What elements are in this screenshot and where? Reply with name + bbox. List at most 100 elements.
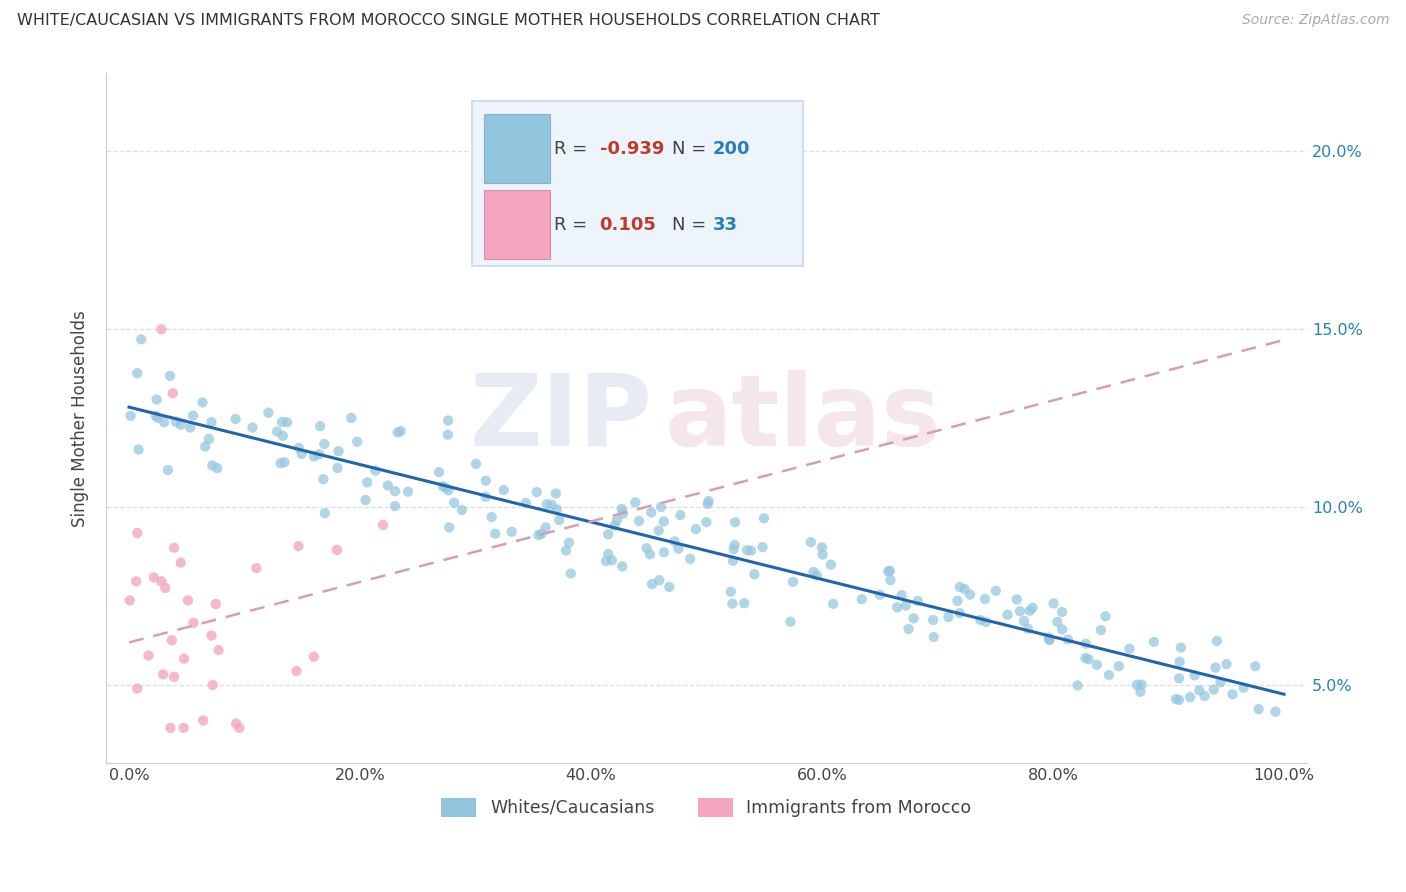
Text: Source: ZipAtlas.com: Source: ZipAtlas.com xyxy=(1241,13,1389,28)
Point xyxy=(127,366,149,380)
Point xyxy=(1038,633,1060,648)
Point xyxy=(302,450,325,464)
Point xyxy=(1018,604,1040,618)
Point xyxy=(877,565,900,579)
Point xyxy=(152,667,174,681)
Point xyxy=(1202,682,1225,697)
Point xyxy=(127,525,149,540)
Point xyxy=(198,432,221,446)
Point xyxy=(150,574,173,589)
Point xyxy=(664,534,686,549)
Point xyxy=(652,515,675,529)
Point xyxy=(953,582,976,596)
Point xyxy=(723,542,745,557)
Point xyxy=(1247,702,1270,716)
Point xyxy=(922,613,945,627)
Legend: Whites/Caucasians, Immigrants from Morocco: Whites/Caucasians, Immigrants from Moroc… xyxy=(434,790,979,824)
Point xyxy=(163,541,186,555)
Text: N =: N = xyxy=(672,216,711,234)
Point xyxy=(437,427,460,442)
Point xyxy=(1050,605,1073,619)
Point xyxy=(183,615,205,630)
Point xyxy=(1046,615,1069,629)
Point xyxy=(146,411,169,425)
Point xyxy=(640,506,662,520)
Point xyxy=(208,643,231,657)
Point xyxy=(1129,685,1152,699)
Point xyxy=(652,545,675,559)
Point xyxy=(724,515,747,529)
Point xyxy=(1077,652,1099,666)
Point xyxy=(922,630,945,644)
Text: -0.939: -0.939 xyxy=(599,140,664,158)
Point xyxy=(806,568,828,582)
Point xyxy=(387,425,409,440)
Point xyxy=(544,486,567,500)
Point xyxy=(1205,661,1227,675)
Point xyxy=(811,548,834,562)
Point xyxy=(1170,640,1192,655)
Point xyxy=(526,485,548,500)
Point xyxy=(257,406,280,420)
Point xyxy=(733,596,755,610)
Point xyxy=(647,524,669,538)
Point xyxy=(177,593,200,607)
Text: ZIP: ZIP xyxy=(470,369,652,467)
Text: R =: R = xyxy=(554,216,593,234)
Point xyxy=(328,444,350,458)
Point xyxy=(1209,675,1232,690)
Point xyxy=(138,648,160,663)
Point xyxy=(1178,690,1201,705)
Point xyxy=(600,553,623,567)
Point xyxy=(204,597,226,611)
Point xyxy=(200,629,222,643)
Point xyxy=(159,368,181,383)
Point xyxy=(271,415,294,429)
Point xyxy=(894,599,917,613)
Point xyxy=(156,463,179,477)
Point xyxy=(356,475,378,490)
Point xyxy=(527,528,550,542)
Point xyxy=(959,588,981,602)
Point xyxy=(1012,614,1035,628)
FancyBboxPatch shape xyxy=(484,114,550,184)
Point xyxy=(1244,659,1267,673)
Point xyxy=(181,409,204,423)
Point xyxy=(598,527,620,541)
Point xyxy=(225,716,247,731)
Point xyxy=(120,409,142,423)
Point xyxy=(1066,678,1088,692)
Point xyxy=(938,610,960,624)
Point xyxy=(890,588,912,602)
Point xyxy=(201,678,224,692)
Point xyxy=(145,392,167,407)
Point xyxy=(354,493,377,508)
Point xyxy=(432,479,454,493)
Point xyxy=(291,447,314,461)
Point xyxy=(530,527,553,541)
Point xyxy=(340,411,363,425)
Point xyxy=(266,425,288,439)
Point xyxy=(170,556,193,570)
Point xyxy=(160,633,183,648)
Point xyxy=(879,564,901,578)
Point xyxy=(548,513,571,527)
Point xyxy=(200,415,222,429)
Point xyxy=(638,547,661,561)
Point xyxy=(465,457,488,471)
Point xyxy=(627,514,650,528)
Point xyxy=(484,526,506,541)
Point xyxy=(173,651,195,665)
Point xyxy=(1056,632,1078,647)
Point xyxy=(162,386,184,401)
Point xyxy=(803,565,825,579)
Point xyxy=(225,412,247,426)
Text: WHITE/CAUCASIAN VS IMMIGRANTS FROM MOROCCO SINGLE MOTHER HOUSEHOLDS CORRELATION : WHITE/CAUCASIAN VS IMMIGRANTS FROM MOROC… xyxy=(17,13,880,29)
Point xyxy=(276,415,298,429)
Point xyxy=(314,437,336,451)
Text: 200: 200 xyxy=(713,140,749,158)
Point xyxy=(155,581,177,595)
Point xyxy=(443,496,465,510)
Point xyxy=(474,490,496,504)
Point xyxy=(205,461,228,475)
